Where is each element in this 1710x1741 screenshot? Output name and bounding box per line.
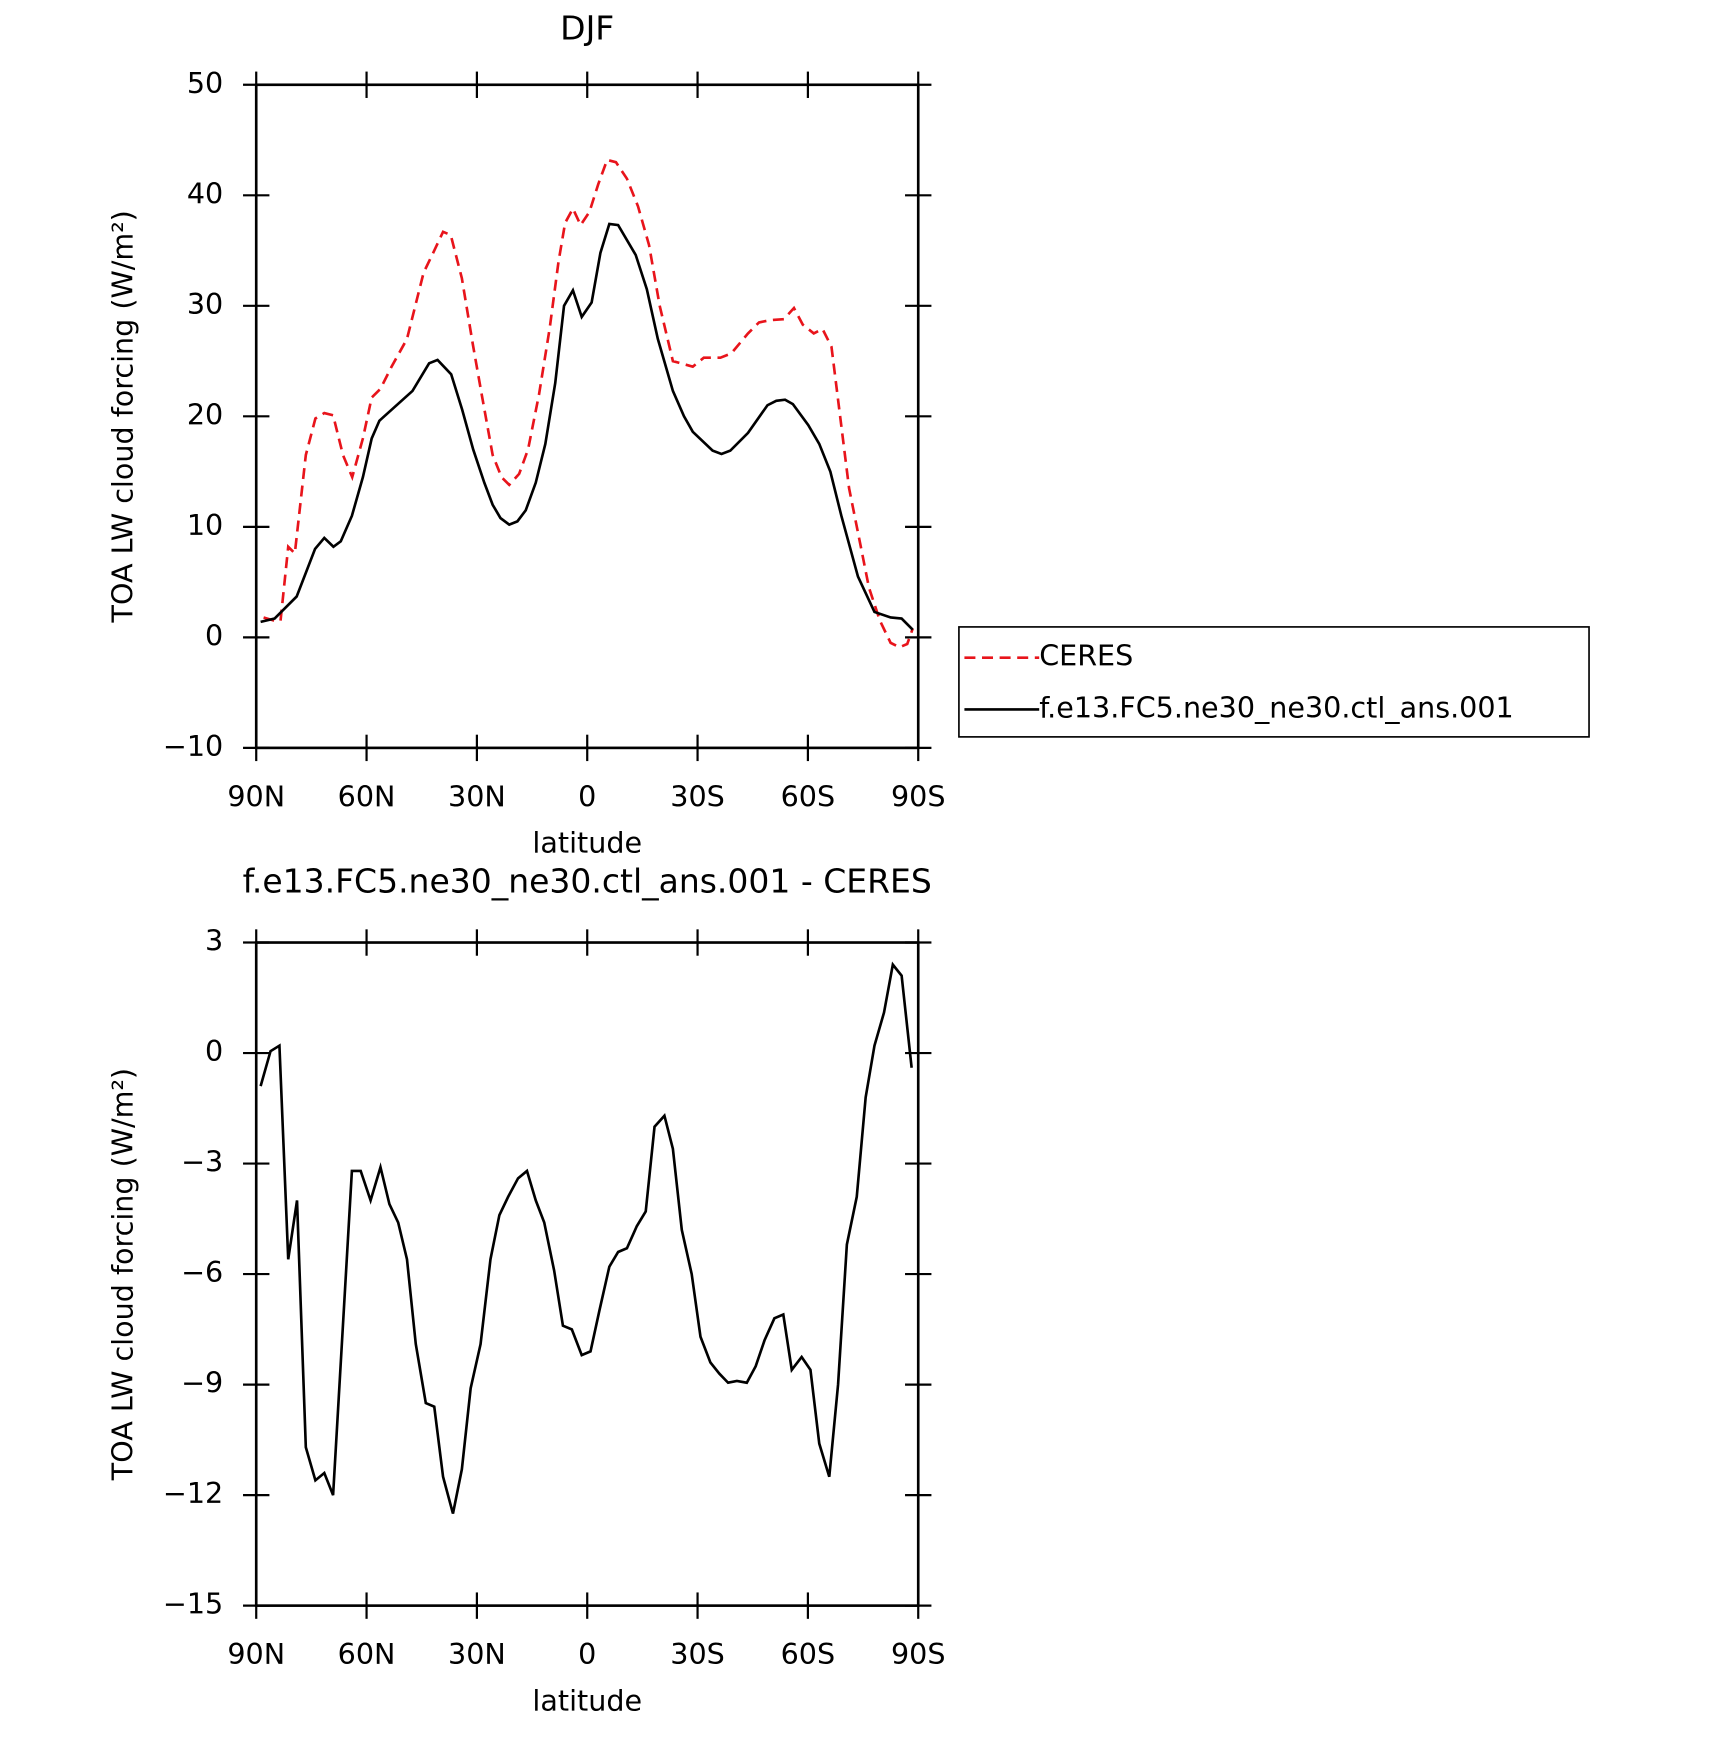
y-tick-label: −9	[181, 1366, 223, 1400]
y-tick-label: −12	[163, 1476, 223, 1510]
legend-label: f.e13.FC5.ne30_ne30.ctl_ans.001	[1039, 690, 1514, 724]
data-line	[263, 158, 914, 649]
x-tick-label: 30S	[670, 779, 725, 813]
plot-frame	[254, 941, 920, 1607]
plot-frame	[254, 83, 920, 750]
x-tick-label: 0	[578, 1637, 596, 1671]
y-tick-label: 3	[205, 924, 223, 958]
y-axis-label: TOA LW cloud forcing (W/m²)	[105, 210, 139, 623]
y-tick-label: 0	[205, 618, 223, 652]
x-tick-label: 60S	[781, 1637, 836, 1671]
y-tick-label: 20	[187, 397, 223, 431]
data-line	[260, 222, 914, 631]
x-tick-label: 30N	[448, 779, 506, 813]
y-tick-label: −10	[163, 729, 223, 763]
x-tick-label: 30S	[670, 1637, 725, 1671]
y-axis-label: TOA LW cloud forcing (W/m²)	[105, 1068, 139, 1481]
y-tick-label: 50	[187, 66, 223, 100]
x-tick-label: 60S	[781, 779, 836, 813]
chart-title: f.e13.FC5.ne30_ne30.ctl_ans.001 - CERES	[243, 862, 932, 901]
y-tick-label: 40	[187, 176, 223, 210]
y-tick-label: −6	[181, 1255, 223, 1289]
legend-label: CERES	[1039, 639, 1133, 673]
x-axis-label: latitude	[532, 1683, 642, 1717]
y-tick-label: −3	[181, 1145, 223, 1179]
x-tick-label: 30N	[448, 1637, 506, 1671]
x-tick-label: 60N	[338, 1637, 396, 1671]
x-tick-label: 90N	[227, 779, 285, 813]
y-tick-label: −15	[163, 1587, 223, 1621]
x-axis-label: latitude	[532, 826, 642, 860]
y-tick-label: 30	[187, 287, 223, 321]
data-line	[259, 961, 913, 1514]
x-tick-label: 0	[578, 779, 596, 813]
y-tick-label: 0	[205, 1034, 223, 1068]
legend-box	[958, 626, 1590, 738]
y-tick-label: 10	[187, 508, 223, 542]
x-tick-label: 60N	[338, 779, 396, 813]
x-tick-label: 90S	[891, 779, 946, 813]
x-tick-label: 90S	[891, 1637, 946, 1671]
chart-title: DJF	[560, 8, 614, 47]
x-tick-label: 90N	[227, 1637, 285, 1671]
